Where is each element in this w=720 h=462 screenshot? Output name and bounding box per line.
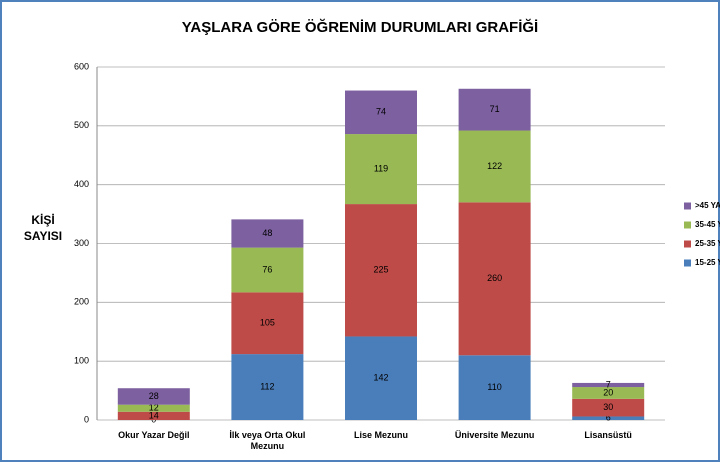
data-label: 28 bbox=[149, 391, 159, 401]
data-label: 20 bbox=[603, 387, 613, 397]
bar-segment bbox=[345, 134, 417, 205]
legend-label: >45 YAS bbox=[695, 201, 720, 210]
bar-segment bbox=[572, 387, 645, 399]
chart-title: YAŞLARA GÖRE ÖĞRENİM DURUMLARI GRAFİĞİ bbox=[182, 18, 538, 36]
y-tick-label: 0 bbox=[84, 414, 89, 424]
data-label: 6 bbox=[606, 413, 611, 423]
x-tick-label: İlk veya Orta Okul Mezunu bbox=[229, 430, 306, 451]
data-label: 122 bbox=[487, 161, 502, 171]
data-label: 71 bbox=[490, 104, 500, 114]
data-label: 112 bbox=[260, 381, 274, 391]
legend-swatch bbox=[684, 259, 691, 267]
x-tick-label: Okur Yazar Değil bbox=[118, 430, 190, 440]
bar-segment bbox=[231, 354, 304, 420]
bar-segment bbox=[231, 247, 304, 293]
data-label: 105 bbox=[260, 318, 275, 328]
bar-segment bbox=[345, 336, 417, 420]
x-tick-box: Okur Yazar Değil bbox=[118, 430, 190, 440]
data-label: 260 bbox=[487, 273, 502, 283]
data-label: 76 bbox=[262, 264, 272, 274]
x-tick-box: İlk veya Orta Okul Mezunu bbox=[229, 430, 306, 451]
x-tick-label: Lise Mezunu bbox=[353, 430, 408, 440]
x-tick-box: Lise Mezunu bbox=[353, 430, 408, 440]
data-label: 225 bbox=[373, 265, 388, 275]
bar-segment bbox=[458, 202, 531, 356]
bar-segment bbox=[117, 404, 190, 412]
legend-swatch bbox=[684, 202, 691, 210]
bar-segment bbox=[117, 388, 190, 405]
legend-label: 15-25 YAS bbox=[695, 258, 720, 267]
bar-segment bbox=[458, 355, 531, 420]
y-tick-label: 500 bbox=[74, 120, 89, 130]
bar-segment bbox=[345, 204, 417, 337]
data-label: 142 bbox=[373, 373, 388, 383]
y-label-box: KİŞİ SAYISI bbox=[23, 213, 63, 243]
bar-segment bbox=[458, 88, 531, 131]
bar-segment bbox=[231, 292, 304, 355]
bar-segment bbox=[345, 90, 417, 135]
y-tick-label: 600 bbox=[74, 61, 89, 71]
data-label: 7 bbox=[606, 379, 611, 389]
legend-label: 25-35 YAS bbox=[695, 239, 720, 248]
y-tick-label: 400 bbox=[74, 179, 89, 189]
y-tick-label: 200 bbox=[74, 297, 89, 307]
data-label: 74 bbox=[376, 107, 386, 117]
y-tick-label: 100 bbox=[74, 356, 89, 366]
bar-segment bbox=[572, 398, 645, 417]
bar-segment bbox=[231, 219, 304, 248]
x-tick-box: Lisansüstü bbox=[584, 430, 632, 440]
y-tick-label: 300 bbox=[74, 238, 89, 248]
data-label: 119 bbox=[374, 163, 388, 173]
data-label: 14 bbox=[149, 410, 159, 420]
data-label: 30 bbox=[603, 402, 613, 412]
data-label: 48 bbox=[262, 228, 272, 238]
x-tick-label: Lisansüstü bbox=[584, 430, 632, 440]
bar-segment bbox=[572, 416, 645, 420]
bar-segment bbox=[458, 130, 531, 203]
data-label: 12 bbox=[149, 403, 159, 413]
x-tick-box: Üniversite Mezunu bbox=[454, 430, 535, 440]
legend-label: 35-45 YAS bbox=[695, 220, 720, 229]
legend-swatch bbox=[684, 240, 691, 248]
legend-swatch bbox=[684, 221, 691, 229]
y-axis-label: KİŞİ SAYISI bbox=[23, 213, 63, 243]
bar-segment bbox=[572, 382, 645, 388]
x-tick-label: Üniversite Mezunu bbox=[454, 430, 535, 440]
data-label: 110 bbox=[487, 382, 501, 392]
bar-segment bbox=[117, 411, 190, 420]
